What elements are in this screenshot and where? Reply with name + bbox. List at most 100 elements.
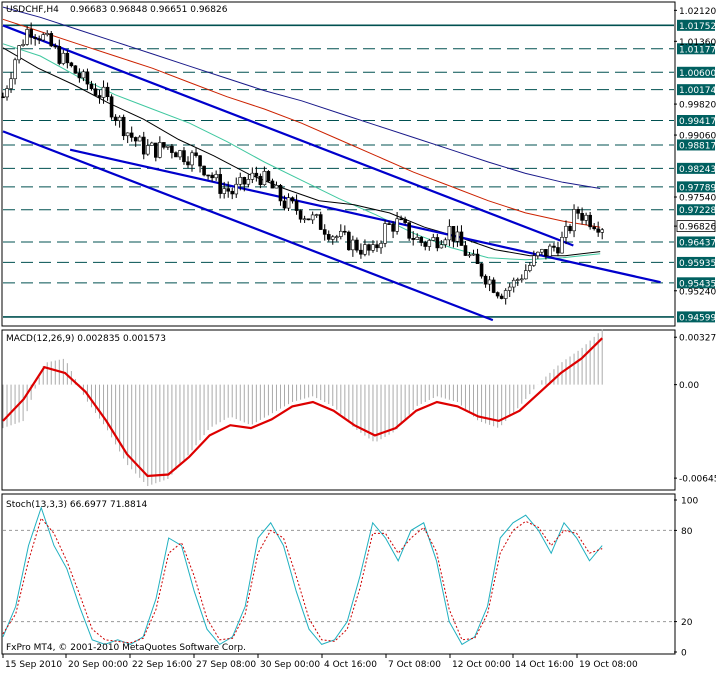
candle-body [427, 240, 432, 247]
copyright-footer: FxPro MT4, © 2001-2010 MetaQuotes Softwa… [6, 643, 246, 653]
candle-body [367, 244, 371, 251]
price-axis[interactable]: 1.01752 1.01177 1.00600 1.00174 0.99417 0.988… [674, 7, 716, 324]
candle-body [246, 179, 251, 185]
candle-body [351, 239, 355, 251]
level-label: 0.95435 [679, 279, 716, 289]
time-tick-label: 19 Oct 08:00 [579, 660, 638, 670]
time-tick-label: 20 Sep 00:00 [68, 660, 128, 670]
candle-body [286, 197, 291, 209]
candle-body [592, 226, 596, 230]
candle-body [41, 34, 46, 41]
level-label: 0.96437 [679, 238, 716, 248]
level-label-box [677, 277, 715, 289]
candle-body [218, 174, 222, 194]
candle-body [174, 152, 178, 158]
level-label: 0.98243 [679, 165, 716, 175]
candle-body [379, 243, 383, 249]
candle-body [556, 247, 560, 254]
candle-body [403, 218, 407, 223]
candle-body [459, 231, 464, 246]
candle-body [298, 210, 303, 220]
candle-body [85, 71, 90, 85]
candle-body [479, 263, 484, 277]
candle-body [29, 29, 33, 38]
candle-body [371, 244, 375, 251]
candle-body [568, 225, 572, 232]
candle-body [330, 236, 335, 240]
symbol-header: USDCHF,H4 [6, 5, 59, 15]
candle-body [322, 229, 327, 235]
candle-body [250, 172, 255, 180]
candle-body [576, 209, 580, 214]
time-tick-label: 7 Oct 08:00 [388, 660, 441, 670]
macd-panel[interactable]: MACD(12,26,9) 0.002835 0.001573 [1, 329, 676, 491]
level-label: 0.98817 [679, 141, 716, 151]
candle-body [234, 183, 239, 195]
stoch-main-line [2, 506, 603, 646]
candle-body [519, 278, 524, 281]
ma-red [2, 18, 601, 228]
candle-body [407, 222, 411, 239]
candle-body [343, 230, 347, 233]
candle-body [101, 86, 106, 98]
price-panel[interactable]: USDCHF,H4 0.96683 0.96848 0.96651 0.9682… [1, 1, 676, 327]
candle-body [411, 238, 415, 240]
candle-body [387, 223, 391, 225]
candle-body [443, 239, 448, 245]
ohlc-readout: 0.96683 0.96848 0.96651 0.96826 [70, 5, 228, 15]
macd-tick-label: 0.00327 [679, 334, 716, 344]
stoch-title: Stoch(13,3,3) 66.6977 71.8814 [6, 500, 147, 510]
candle-body [572, 209, 576, 232]
time-tick-label: 15 Sep 2010 [5, 660, 62, 670]
candle-body [326, 234, 331, 240]
candle-body [536, 251, 540, 257]
macd-title: MACD(12,26,9) 0.002835 0.001573 [6, 334, 166, 344]
candle-body [178, 150, 182, 158]
candle-body [109, 96, 114, 118]
ma-black [2, 47, 601, 257]
candle-body [238, 177, 243, 185]
candle-body [194, 152, 198, 156]
stoch-tick-label: 0 [681, 649, 687, 659]
candle-body [363, 244, 367, 255]
candle-body [141, 136, 146, 155]
candle-body [314, 214, 319, 216]
candle-body [423, 242, 428, 247]
time-tick-label: 4 Oct 16:00 [324, 660, 377, 670]
candle-body [9, 78, 13, 89]
candle-body [544, 249, 548, 257]
level-label-box [677, 139, 715, 151]
time-tick-label: 14 Oct 16:00 [515, 660, 574, 670]
candle-body [278, 185, 283, 202]
candle-body [435, 237, 440, 249]
candle-body [33, 37, 37, 39]
candle-body [170, 145, 174, 153]
stoch-panel[interactable]: Stoch(13,3,3) 66.6977 71.8814 FxPro MT4,… [1, 493, 676, 655]
price-tick-label: 0.99060 [679, 132, 716, 142]
candle-body [190, 152, 194, 166]
candle-body [182, 150, 186, 163]
candle-body [65, 52, 70, 64]
candle-body [274, 185, 279, 189]
candle-body [137, 136, 142, 142]
level-label: 1.01752 [679, 22, 716, 32]
candle-body [166, 145, 170, 148]
ma-navy [2, 6, 601, 189]
candle-body [158, 142, 162, 158]
level-label-box [677, 204, 715, 216]
candle-body [419, 236, 424, 243]
candle-body [93, 88, 98, 96]
price-tick-label: 0.95240 [679, 287, 716, 297]
level-label-box [677, 84, 715, 96]
candle-body [375, 244, 379, 249]
candle-body [318, 214, 323, 230]
candle-body [447, 226, 452, 241]
candle-body [294, 200, 299, 211]
candle-body [226, 188, 231, 192]
level-label: 0.94599 [679, 313, 716, 323]
candle-body [282, 200, 287, 209]
candle-body [439, 244, 444, 249]
time-tick-label: 12 Oct 00:00 [452, 660, 511, 670]
macd-tick-label: -0.00645 [679, 475, 716, 485]
candle-body [206, 174, 210, 177]
